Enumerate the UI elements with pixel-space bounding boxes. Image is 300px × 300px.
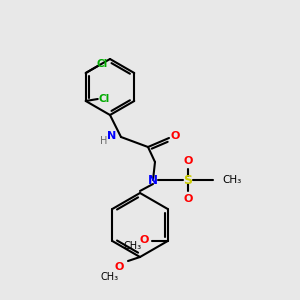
Text: CH₃: CH₃ <box>124 241 142 251</box>
Text: CH₃: CH₃ <box>101 272 119 282</box>
Text: N: N <box>107 131 117 141</box>
Text: O: O <box>114 262 124 272</box>
Text: O: O <box>183 194 193 204</box>
Text: Cl: Cl <box>98 94 110 104</box>
Text: Cl: Cl <box>96 59 107 69</box>
Text: O: O <box>183 156 193 166</box>
Text: H: H <box>100 136 108 146</box>
Text: N: N <box>148 173 158 187</box>
Text: O: O <box>170 131 180 141</box>
Text: O: O <box>139 235 148 245</box>
Text: S: S <box>184 173 193 187</box>
Text: CH₃: CH₃ <box>222 175 241 185</box>
